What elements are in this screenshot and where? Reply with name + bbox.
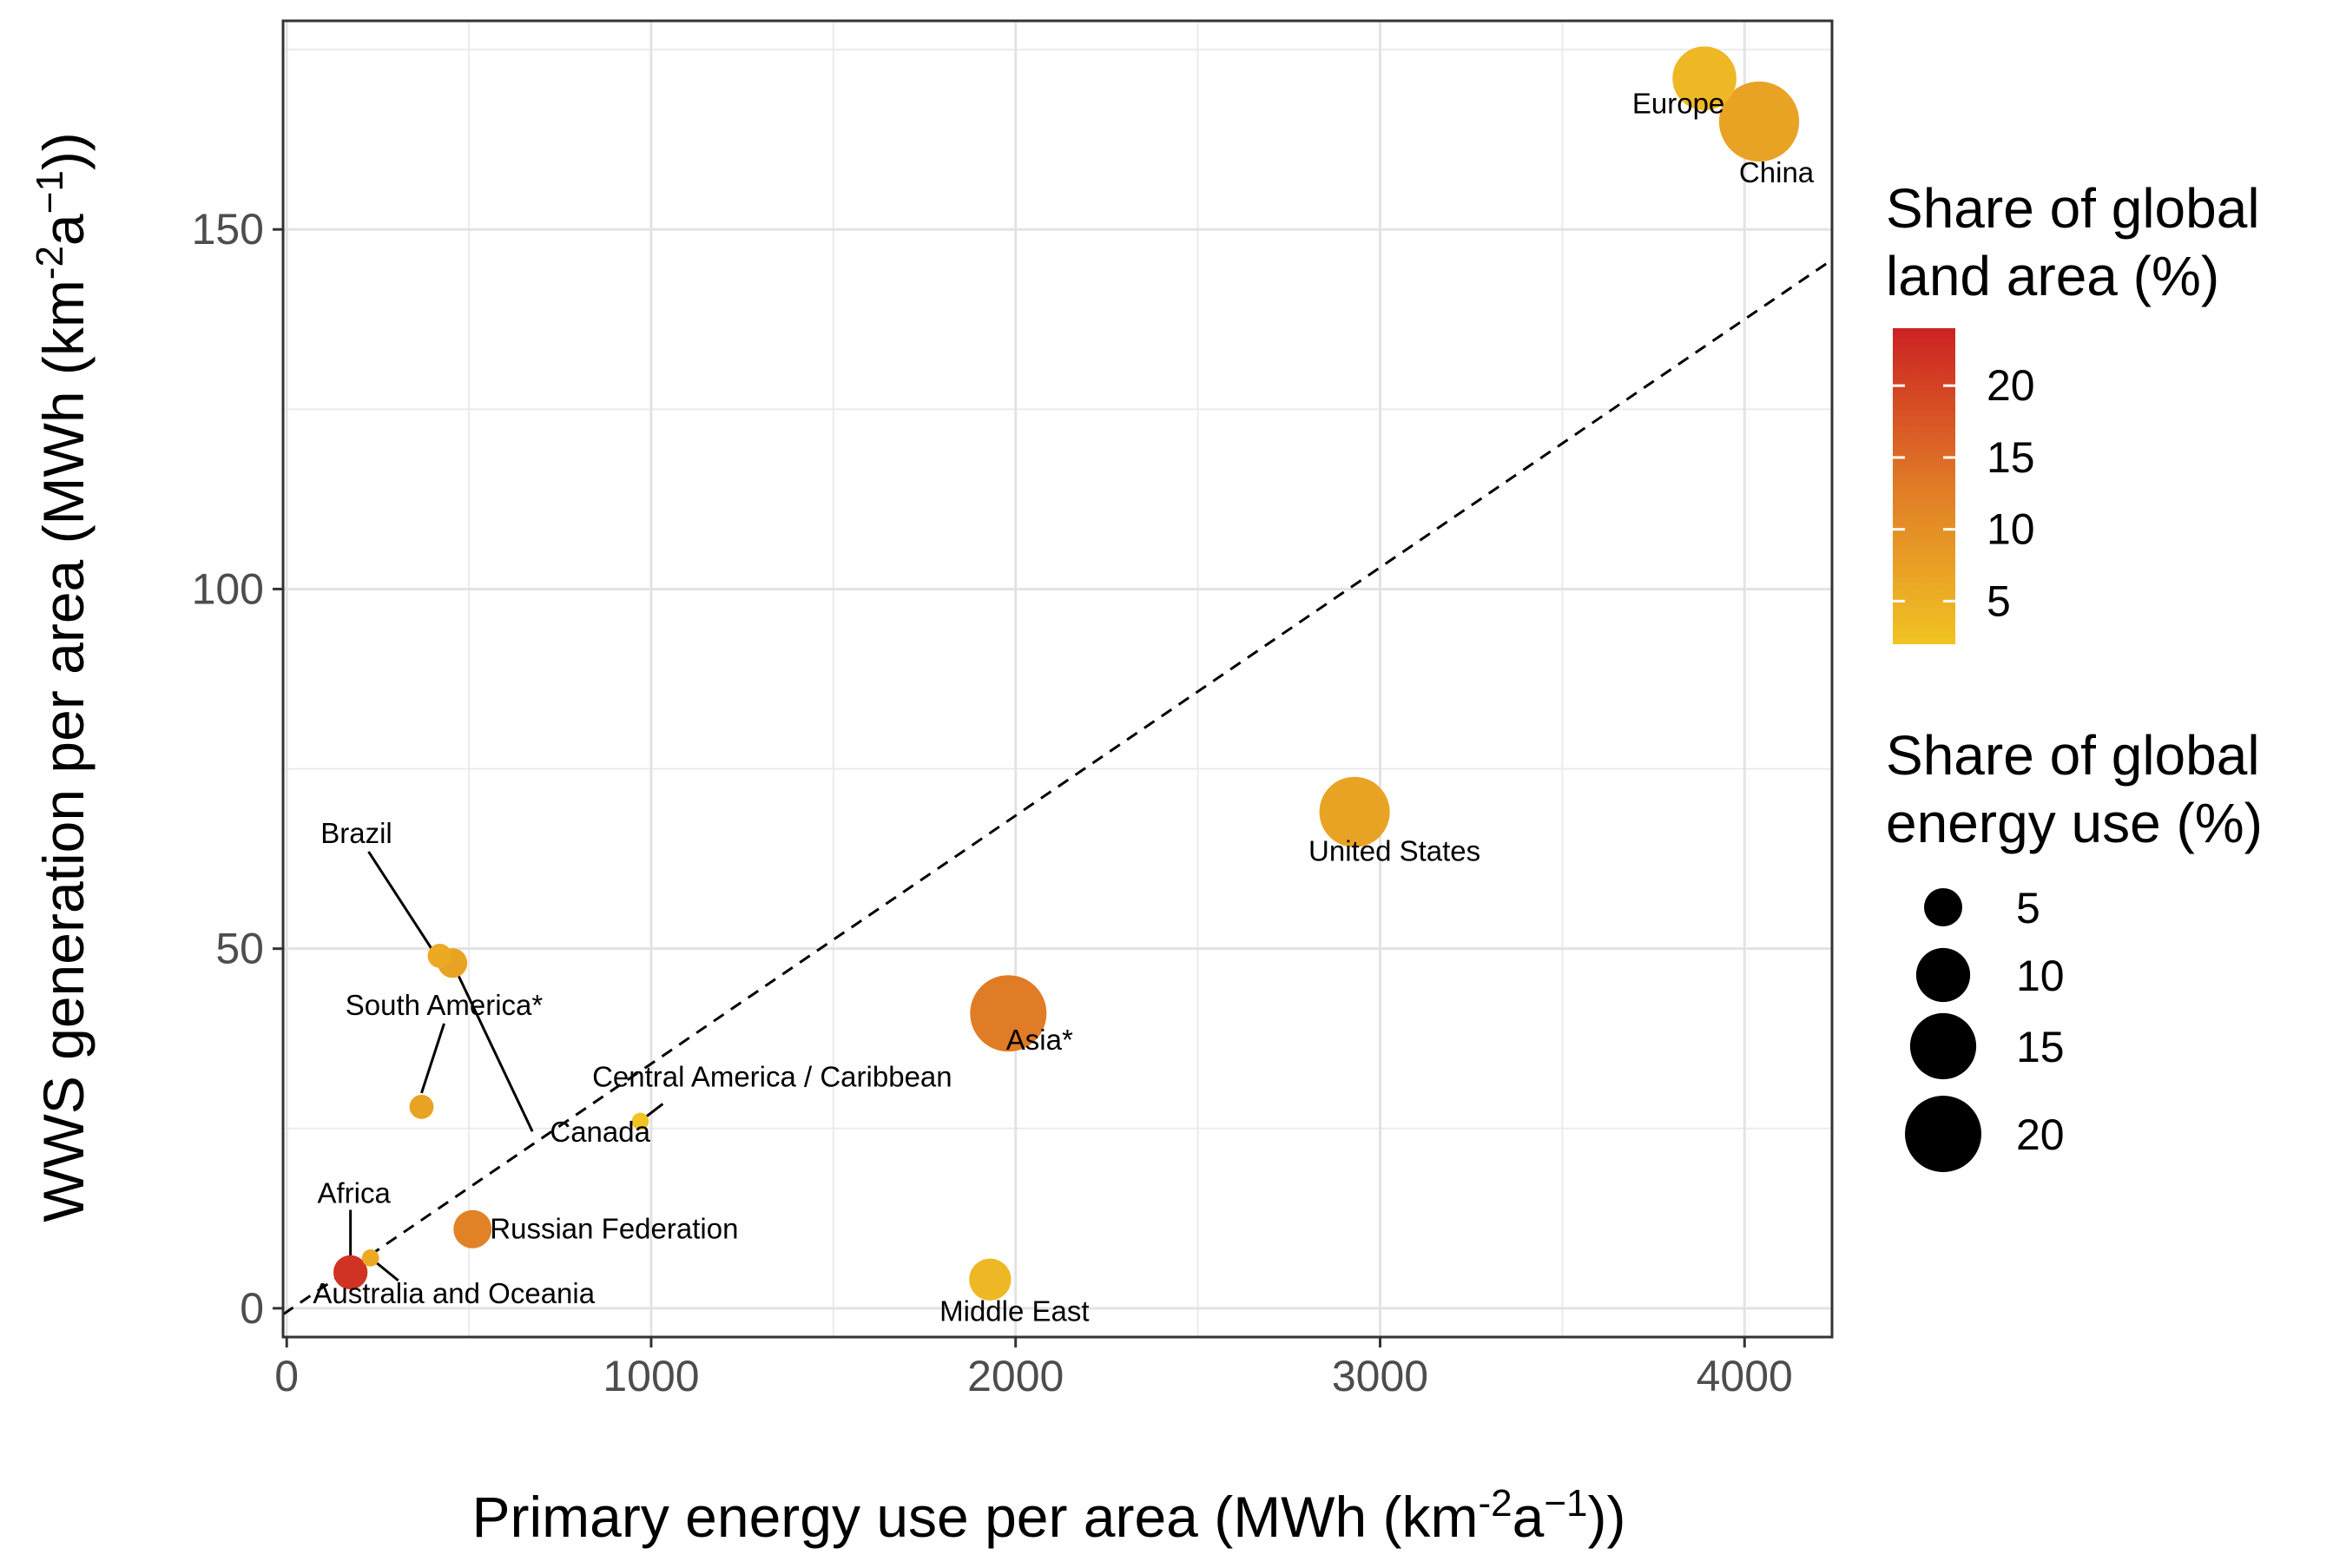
point-middle-east: [969, 1258, 1012, 1301]
size-legend-keys: 5 10 15 20: [1905, 884, 2065, 1172]
label-china: China: [1739, 156, 1815, 188]
point-australia-and-oceania: [361, 1249, 379, 1267]
x-axis-title: Primary energy use per area (MWh (km-2a−…: [472, 1482, 1626, 1550]
y-axis-title: WWS generation per area (MWh (km-2a−1)): [29, 132, 96, 1222]
color-bar-tick-label: 5: [1987, 576, 2011, 625]
color-bar-ticks: 5 10 15 20: [1893, 361, 2035, 625]
label-united-states: United States: [1308, 834, 1480, 866]
color-legend: Share of global land area (%) 5 10 15 20: [1886, 177, 2260, 644]
point-central-america-caribbean: [631, 1112, 649, 1130]
label-middle-east: Middle East: [939, 1295, 1089, 1328]
size-key-label: 10: [2016, 952, 2065, 1000]
size-key-10: [1915, 947, 1971, 1003]
size-legend-title-line-1: Share of global: [1886, 724, 2260, 787]
point-brazil: [427, 944, 452, 968]
leader-canada: [451, 962, 534, 1132]
size-key-label: 20: [2016, 1110, 2065, 1159]
label-canada: Canada: [550, 1116, 650, 1148]
color-bar: [1893, 328, 1955, 644]
size-legend-title-line-2: energy use (%): [1886, 792, 2263, 854]
point-united-states: [1319, 776, 1390, 847]
color-bar-tick-label: 15: [1987, 433, 2035, 482]
leader-south-america: [420, 1023, 445, 1094]
axis-ticks: 0 1000 2000 3000 4000 0 50 100 150: [192, 205, 1793, 1400]
point-china: [1718, 81, 1800, 162]
color-bar-tick-label: 10: [1987, 505, 2035, 554]
size-key-label: 5: [2016, 884, 2040, 932]
label-brazil: Brazil: [320, 817, 392, 849]
color-legend-title-line-2: land area (%): [1886, 245, 2219, 307]
plot-panel: [283, 21, 1832, 1337]
y-tick-label: 50: [215, 925, 264, 973]
x-tick-label: 1000: [603, 1352, 699, 1400]
label-south-america: South America*: [346, 989, 544, 1021]
y-tick-label: 150: [192, 205, 264, 254]
size-key-label: 15: [2016, 1023, 2065, 1071]
size-key-5: [1924, 888, 1962, 926]
size-key-15: [1909, 1012, 1977, 1080]
color-bar-tick-label: 20: [1987, 361, 2035, 410]
label-russian-federation: Russian Federation: [490, 1213, 738, 1245]
data-points: [333, 46, 1800, 1301]
point-asia: [970, 975, 1047, 1052]
point-europe: [1672, 46, 1737, 111]
x-tick-label: 4000: [1697, 1352, 1793, 1400]
y-tick-label: 100: [192, 564, 264, 613]
point-south-america: [409, 1094, 434, 1119]
color-legend-title-line-1: Share of global: [1886, 177, 2260, 240]
y-tick-label: 0: [240, 1284, 264, 1333]
label-europe: Europe: [1632, 87, 1724, 119]
point-labels: Europe China United States Asia* Brazil Canad…: [313, 87, 1814, 1327]
label-australia-and-oceania: Australia and Oceania: [313, 1277, 595, 1309]
label-africa: Africa: [317, 1176, 391, 1209]
panel-border: [281, 19, 1834, 1339]
plot-background: [283, 21, 1832, 1337]
plot-frame: [281, 19, 1834, 1339]
grid-lines: [283, 21, 1832, 1337]
size-legend: Share of global energy use (%) 5 10 15 20: [1886, 724, 2263, 1172]
leader-brazil: [367, 851, 434, 952]
size-key-20: [1905, 1096, 1981, 1172]
point-africa: [333, 1255, 368, 1290]
x-tick-label: 2000: [967, 1352, 1064, 1400]
label-asia: Asia*: [1006, 1024, 1073, 1056]
x-tick-label: 0: [274, 1352, 299, 1400]
label-central-america-caribbean: Central America / Caribbean: [592, 1060, 952, 1092]
x-tick-label: 3000: [1332, 1352, 1428, 1400]
point-russian-federation: [453, 1209, 492, 1248]
